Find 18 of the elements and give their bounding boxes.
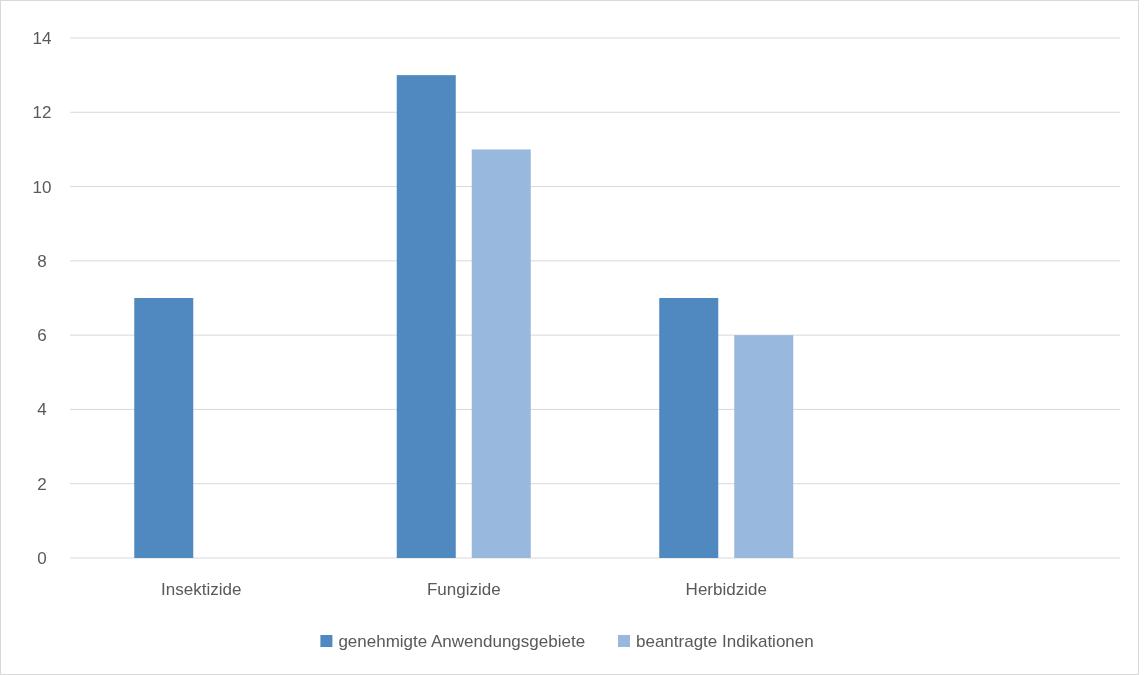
bar — [734, 335, 794, 558]
x-tick-label: Fungizide — [426, 580, 501, 599]
y-tick-label: 12 — [32, 103, 52, 123]
bar — [471, 149, 531, 558]
bar — [134, 298, 194, 558]
y-tick-label: 2 — [37, 474, 47, 494]
y-tick-label: 6 — [37, 326, 47, 346]
bar — [659, 298, 719, 558]
legend-label: genehmigte Anwendungsgebiete — [338, 631, 586, 651]
y-tick-label: 10 — [32, 177, 52, 197]
x-tick-label: Insektizide — [161, 580, 242, 599]
y-tick-label: 8 — [37, 251, 47, 271]
bar — [396, 75, 456, 558]
y-tick-label: 4 — [37, 400, 47, 420]
legend-label: beantragte Indikationen — [636, 631, 814, 651]
y-tick-label: 14 — [32, 28, 52, 48]
x-tick-label: Herbidzide — [685, 580, 767, 599]
y-tick-label: 0 — [37, 548, 47, 568]
